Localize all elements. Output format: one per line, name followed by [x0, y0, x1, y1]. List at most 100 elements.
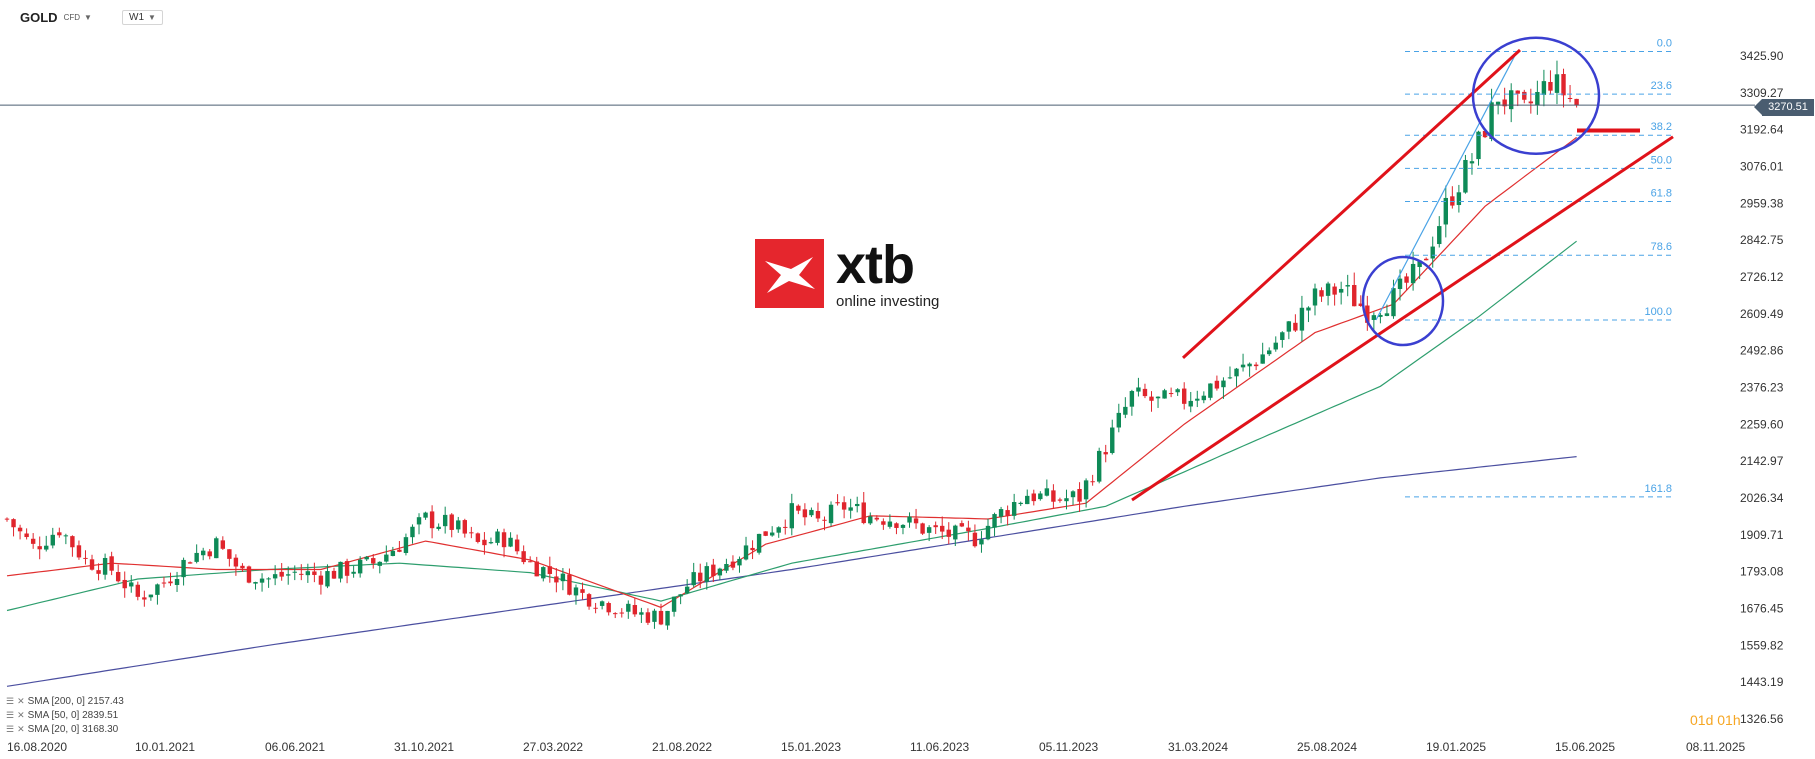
candle — [1515, 90, 1520, 94]
close-icon[interactable]: ✕ — [17, 710, 25, 720]
sma-200-line — [6, 456, 1577, 687]
candle — [344, 561, 350, 576]
chevron-down-icon: ▼ — [84, 13, 92, 22]
candle — [449, 514, 454, 530]
candle — [894, 523, 899, 528]
candle — [1162, 390, 1167, 399]
fib-level-label: 38.2 — [1651, 121, 1672, 133]
x-tick-label: 31.10.2021 — [394, 740, 454, 754]
y-tick-label: 2726.12 — [1740, 270, 1784, 284]
indicator-sma-50[interactable]: ☰ ✕ SMA [50, 0] 2839.51 — [6, 710, 118, 721]
candle — [122, 579, 127, 589]
candle — [1293, 322, 1298, 331]
candle — [1384, 313, 1390, 316]
candle — [174, 578, 180, 585]
candle — [1509, 90, 1514, 110]
x-tick-label: 16.08.2020 — [7, 740, 67, 754]
candle — [214, 538, 219, 559]
candle — [547, 566, 553, 574]
candle — [384, 554, 389, 562]
candle — [874, 517, 880, 520]
y-tick-label: 2142.97 — [1740, 454, 1784, 468]
fib-level-label: 50.0 — [1651, 154, 1672, 166]
candle — [743, 545, 749, 560]
candle — [201, 550, 206, 556]
candle — [580, 589, 585, 593]
candle — [1554, 74, 1560, 93]
candle — [129, 582, 134, 587]
indicator-label: SMA [20, 0] 3168.30 — [27, 724, 119, 735]
candle — [1378, 314, 1383, 317]
candle — [573, 587, 579, 596]
candle — [469, 532, 474, 534]
candle — [1358, 303, 1363, 306]
x-tick-label: 08.11.2025 — [1686, 740, 1745, 754]
candle — [1260, 354, 1265, 364]
candle — [619, 612, 624, 614]
xtb-logo-mark — [755, 239, 824, 308]
candle — [828, 504, 834, 524]
candle — [423, 512, 428, 518]
x-tick-label: 11.06.2023 — [910, 740, 969, 754]
candle — [1136, 387, 1141, 392]
candle — [89, 559, 95, 570]
candle — [482, 539, 487, 546]
candle — [115, 572, 121, 582]
candle — [1423, 258, 1429, 261]
lower-trendline — [1131, 135, 1674, 502]
candle — [698, 572, 703, 582]
candle — [979, 539, 984, 545]
candle — [783, 526, 788, 528]
close-icon[interactable]: ✕ — [17, 696, 25, 706]
candle — [1280, 332, 1285, 340]
candle — [1077, 489, 1082, 502]
indicator-sma-20[interactable]: ☰ ✕ SMA [20, 0] 3168.30 — [6, 724, 118, 735]
candle — [1142, 388, 1148, 397]
candle — [253, 582, 258, 584]
x-tick-label: 06.06.2021 — [265, 740, 325, 754]
x-tick-label: 15.06.2025 — [1555, 740, 1615, 754]
candle — [1463, 159, 1468, 193]
fib-level-label: 23.6 — [1651, 80, 1672, 92]
candle — [371, 558, 376, 564]
candle — [900, 524, 906, 528]
y-tick-label: 3309.27 — [1740, 86, 1784, 100]
candle — [259, 578, 265, 583]
y-tick-label: 2609.49 — [1740, 307, 1784, 321]
candle — [220, 540, 226, 549]
candle — [521, 551, 526, 563]
candle — [586, 594, 592, 607]
indicator-sma-200[interactable]: ☰ ✕ SMA [200, 0] 2157.43 — [6, 696, 124, 707]
candle — [1201, 395, 1207, 401]
candle — [593, 607, 598, 609]
candle — [1469, 161, 1475, 164]
candle — [318, 575, 324, 585]
candle — [1051, 490, 1056, 502]
brand-tagline: online investing — [836, 293, 940, 310]
candle — [1456, 192, 1462, 206]
candle — [1025, 495, 1030, 505]
symbol-selector[interactable]: GOLD CFD ▼ — [20, 10, 92, 25]
settings-icon[interactable]: ☰ — [6, 696, 15, 706]
candle — [554, 576, 559, 583]
highlight-circle — [1471, 36, 1601, 156]
candle — [815, 510, 821, 519]
candle — [181, 559, 186, 578]
chevron-down-icon: ▼ — [148, 13, 156, 22]
timeframe-selector[interactable]: W1 ▼ — [122, 10, 163, 25]
candle — [403, 537, 409, 553]
current-price-label: 3270.51 — [1754, 99, 1814, 116]
candle — [292, 571, 297, 573]
candle — [776, 527, 781, 533]
candle — [907, 516, 912, 523]
candle — [868, 516, 873, 524]
candle — [658, 610, 664, 625]
candle — [626, 603, 631, 612]
candle — [194, 552, 199, 562]
close-icon[interactable]: ✕ — [17, 724, 25, 734]
candle — [1417, 260, 1422, 267]
candle — [357, 559, 363, 574]
settings-icon[interactable]: ☰ — [6, 724, 15, 734]
settings-icon[interactable]: ☰ — [6, 710, 15, 720]
